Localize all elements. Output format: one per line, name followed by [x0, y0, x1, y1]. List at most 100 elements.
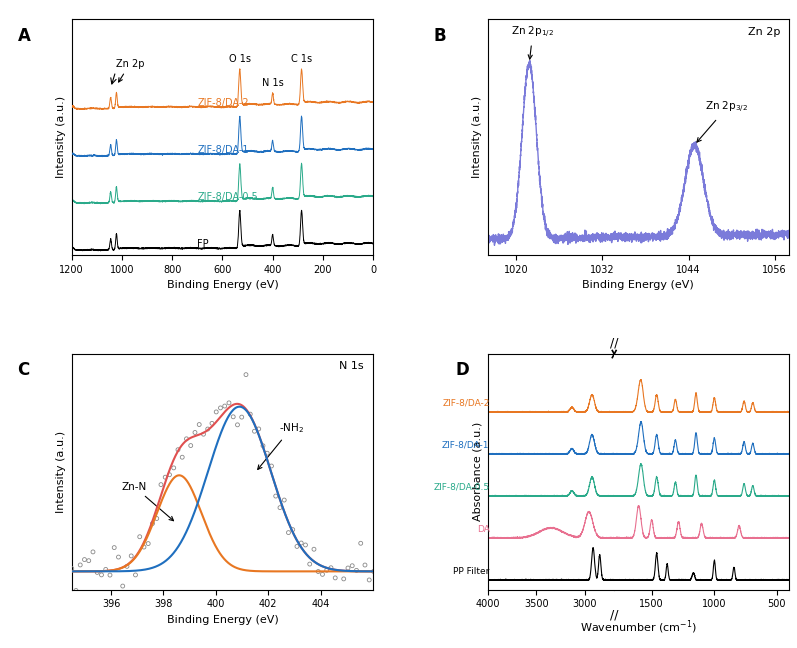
Point: [108, 542, 120, 553]
Point: [155, 480, 167, 490]
Point: [74, 560, 87, 570]
Point: [87, 547, 100, 557]
Point: [163, 470, 176, 480]
Point: [329, 573, 342, 583]
Point: [184, 441, 197, 451]
Point: [240, 369, 253, 380]
Point: [286, 524, 299, 535]
Point: [231, 420, 244, 430]
Point: [367, 566, 380, 577]
Point: [120, 561, 133, 572]
Point: [95, 570, 108, 580]
Point: [78, 555, 91, 565]
Text: Wavenumber (cm$^{-1}$): Wavenumber (cm$^{-1}$): [580, 619, 697, 636]
Point: [308, 544, 320, 555]
Text: N 1s: N 1s: [340, 361, 364, 371]
Point: [375, 559, 388, 570]
Point: [180, 434, 193, 444]
Text: D: D: [456, 361, 469, 379]
Point: [261, 448, 273, 458]
Point: [82, 555, 95, 566]
Y-axis label: Intensity (a.u.): Intensity (a.u.): [56, 431, 66, 513]
Text: Zn 2p: Zn 2p: [748, 27, 780, 36]
Point: [171, 445, 184, 455]
Point: [244, 409, 257, 419]
Point: [214, 402, 227, 413]
Text: PP Filter: PP Filter: [453, 567, 489, 575]
Text: Zn-N: Zn-N: [121, 481, 174, 521]
Point: [146, 518, 159, 529]
Text: B: B: [434, 27, 446, 45]
Point: [282, 527, 295, 538]
Point: [193, 419, 206, 430]
Text: N 1s: N 1s: [261, 78, 284, 87]
Point: [359, 560, 371, 570]
Y-axis label: Absorbance (a.u.): Absorbance (a.u.): [472, 422, 482, 522]
Text: Zn 2p$_{3/2}$: Zn 2p$_{3/2}$: [697, 100, 748, 142]
Point: [197, 429, 210, 439]
Point: [218, 401, 231, 411]
Text: Zn 2p$_{1/2}$: Zn 2p$_{1/2}$: [512, 25, 554, 59]
Point: [138, 542, 151, 552]
Y-axis label: Intensity (a.u.): Intensity (a.u.): [56, 96, 66, 178]
Point: [112, 552, 125, 562]
X-axis label: Binding Energy (eV): Binding Energy (eV): [583, 281, 694, 290]
Text: -NH$_2$: -NH$_2$: [257, 421, 304, 469]
Point: [295, 538, 308, 548]
Text: C 1s: C 1s: [291, 54, 312, 64]
Text: ZIF-8/DA-1: ZIF-8/DA-1: [442, 441, 489, 450]
Point: [304, 559, 316, 569]
Point: [265, 461, 278, 471]
Point: [337, 573, 350, 584]
Point: [257, 441, 269, 451]
Point: [142, 538, 155, 549]
Point: [371, 562, 384, 572]
Point: [355, 538, 367, 548]
Point: [125, 551, 138, 561]
Y-axis label: Intensity (a.u.): Intensity (a.u.): [472, 96, 482, 178]
Point: [273, 502, 286, 513]
Point: [363, 575, 375, 585]
Point: [291, 541, 304, 551]
Point: [312, 566, 324, 577]
Point: [235, 412, 248, 422]
Text: //: //: [610, 336, 618, 349]
Point: [380, 558, 393, 568]
Point: [299, 540, 312, 550]
Text: Zn 2p: Zn 2p: [116, 59, 144, 82]
X-axis label: Binding Energy (eV): Binding Energy (eV): [167, 615, 278, 625]
Text: C: C: [18, 361, 29, 379]
Point: [324, 562, 337, 573]
Text: ZIF-8/DA-0.5: ZIF-8/DA-0.5: [198, 192, 258, 202]
Point: [176, 452, 189, 463]
Point: [278, 495, 291, 505]
Point: [253, 424, 265, 434]
Text: A: A: [18, 27, 30, 45]
Text: O 1s: O 1s: [229, 54, 251, 64]
Text: ZIF-8/DA-2: ZIF-8/DA-2: [442, 399, 489, 408]
Text: DA: DA: [477, 525, 489, 534]
Point: [159, 472, 171, 482]
Point: [91, 567, 104, 577]
Point: [320, 565, 333, 575]
Point: [116, 581, 129, 591]
Point: [104, 570, 116, 580]
Point: [333, 596, 346, 606]
Point: [133, 531, 146, 542]
Point: [65, 563, 78, 573]
Point: [206, 418, 218, 428]
Point: [342, 563, 355, 573]
Point: [210, 407, 222, 417]
Point: [167, 463, 180, 473]
Point: [129, 570, 142, 580]
X-axis label: Binding Energy (eV): Binding Energy (eV): [167, 281, 278, 290]
Text: //: //: [610, 608, 618, 621]
Point: [151, 513, 163, 524]
Point: [269, 491, 282, 502]
Point: [316, 569, 329, 579]
Point: [248, 426, 261, 436]
Point: [189, 427, 202, 437]
Point: [227, 411, 240, 422]
Point: [69, 585, 82, 596]
Point: [202, 424, 214, 434]
